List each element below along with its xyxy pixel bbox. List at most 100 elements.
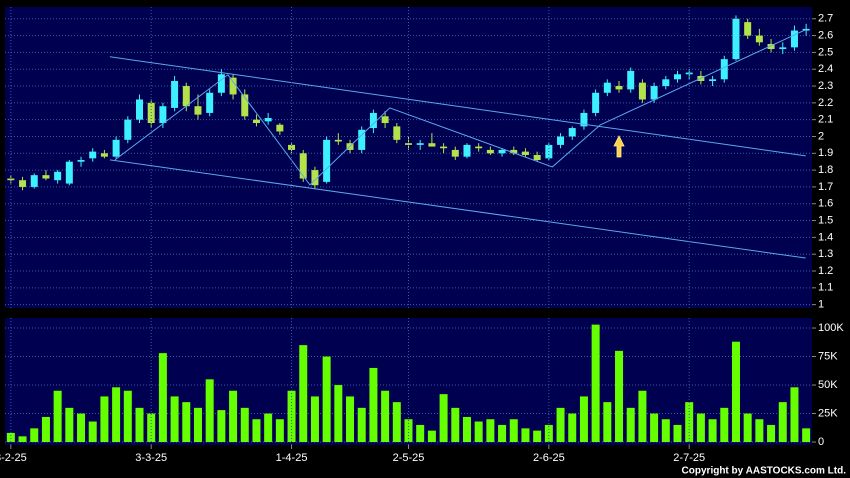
volume-bar xyxy=(708,419,717,443)
volume-bar xyxy=(41,416,50,443)
volume-bar xyxy=(533,430,542,443)
volume-bar xyxy=(240,407,249,443)
candle-body xyxy=(580,112,588,127)
volume-bar xyxy=(743,413,752,443)
volume-bar xyxy=(802,428,811,443)
candle-body xyxy=(7,178,15,181)
y-tick-label: 2.3 xyxy=(818,80,833,92)
volume-bar xyxy=(357,407,366,443)
volume-bar xyxy=(661,419,670,443)
volume-bar xyxy=(205,379,214,443)
candle-body xyxy=(194,106,202,115)
candle-body xyxy=(334,139,342,142)
candle-body xyxy=(744,22,752,36)
candle-body xyxy=(767,43,775,50)
trendline xyxy=(109,56,806,157)
candle-body xyxy=(521,151,529,155)
candle-body xyxy=(674,74,681,80)
volume-bar xyxy=(498,424,507,443)
candle-body xyxy=(369,112,377,129)
volume-bar xyxy=(135,407,144,443)
candle-body xyxy=(650,86,658,100)
volume-bar xyxy=(404,419,413,443)
volume-bar xyxy=(264,413,273,443)
candle-body xyxy=(592,92,600,113)
candle-body xyxy=(136,99,143,120)
candle-body xyxy=(171,80,179,108)
candle-body xyxy=(299,153,307,179)
y-tick-label: 2.1 xyxy=(818,114,833,126)
volume-bar xyxy=(123,390,132,443)
volume-bar xyxy=(579,396,588,443)
y-tick-label: 1.2 xyxy=(818,265,833,277)
y-tick-label: 1 xyxy=(818,299,824,311)
volume-bar xyxy=(322,356,331,443)
volume-bar xyxy=(392,402,401,443)
candle-body xyxy=(252,119,260,124)
volume-bar xyxy=(685,402,694,443)
volume-bar xyxy=(381,390,390,443)
candle-body xyxy=(428,143,436,147)
volume-bar xyxy=(544,424,553,443)
volume-bar xyxy=(287,390,296,443)
candle-body xyxy=(42,175,50,179)
x-tick-label: 2-6-25 xyxy=(533,452,565,464)
volume-bar xyxy=(416,424,425,443)
volume-bar xyxy=(112,387,121,443)
candle-body xyxy=(182,86,190,107)
candle-body xyxy=(241,94,249,117)
candle-body xyxy=(463,144,471,157)
volume-bar xyxy=(591,324,600,443)
candle-body xyxy=(30,175,38,187)
volume-bar xyxy=(53,390,62,443)
volume-bar xyxy=(521,428,530,443)
candle-body xyxy=(732,18,740,60)
volume-bar xyxy=(626,407,635,443)
candle-body xyxy=(89,151,97,159)
candle-body xyxy=(124,119,132,140)
y-tick-label: 1.4 xyxy=(818,231,833,243)
volume-bar xyxy=(603,402,612,443)
candle-body xyxy=(790,30,798,48)
candle-body xyxy=(381,116,389,124)
volume-bar xyxy=(638,390,647,443)
volume-bar xyxy=(556,407,565,443)
candle-body xyxy=(65,161,73,184)
volume-bar xyxy=(18,436,27,443)
candle-body xyxy=(217,74,225,93)
x-tick-label: 1-4-25 xyxy=(276,452,308,464)
y-tick-label: 50K xyxy=(818,379,838,391)
trendline xyxy=(109,159,806,259)
candle-body xyxy=(475,146,483,149)
candle-body xyxy=(533,154,541,161)
volume-bar xyxy=(369,367,378,443)
y-tick-label: 1.1 xyxy=(818,282,833,294)
candle-body xyxy=(405,143,412,145)
volume-bar xyxy=(346,396,355,443)
y-tick-label: 2.7 xyxy=(818,13,833,25)
volume-bar xyxy=(778,402,787,443)
x-tick-label: 2-5-25 xyxy=(393,452,425,464)
volume-bar xyxy=(720,407,729,443)
y-tick-label: 2 xyxy=(818,130,824,142)
candle-body xyxy=(568,128,576,137)
y-tick-label: 2.6 xyxy=(818,29,833,41)
volume-bar xyxy=(88,421,97,443)
volume-bar xyxy=(615,350,624,443)
x-tick-label: 2-7-25 xyxy=(673,452,705,464)
candle-body xyxy=(311,170,319,186)
volume-bar xyxy=(755,419,764,443)
candle-body xyxy=(755,35,763,43)
candle-body xyxy=(288,144,296,150)
volume-bar xyxy=(229,390,238,443)
y-tick-label: 100K xyxy=(818,322,844,334)
arrow xyxy=(613,135,625,158)
volume-bar xyxy=(252,419,261,443)
y-tick-label: 1.9 xyxy=(818,147,833,159)
volume-bar xyxy=(767,424,776,443)
y-tick-label: 0 xyxy=(818,436,824,448)
candle-body xyxy=(451,149,459,157)
x-tick-label: 3-3-25 xyxy=(135,452,167,464)
candle-body xyxy=(393,126,401,140)
